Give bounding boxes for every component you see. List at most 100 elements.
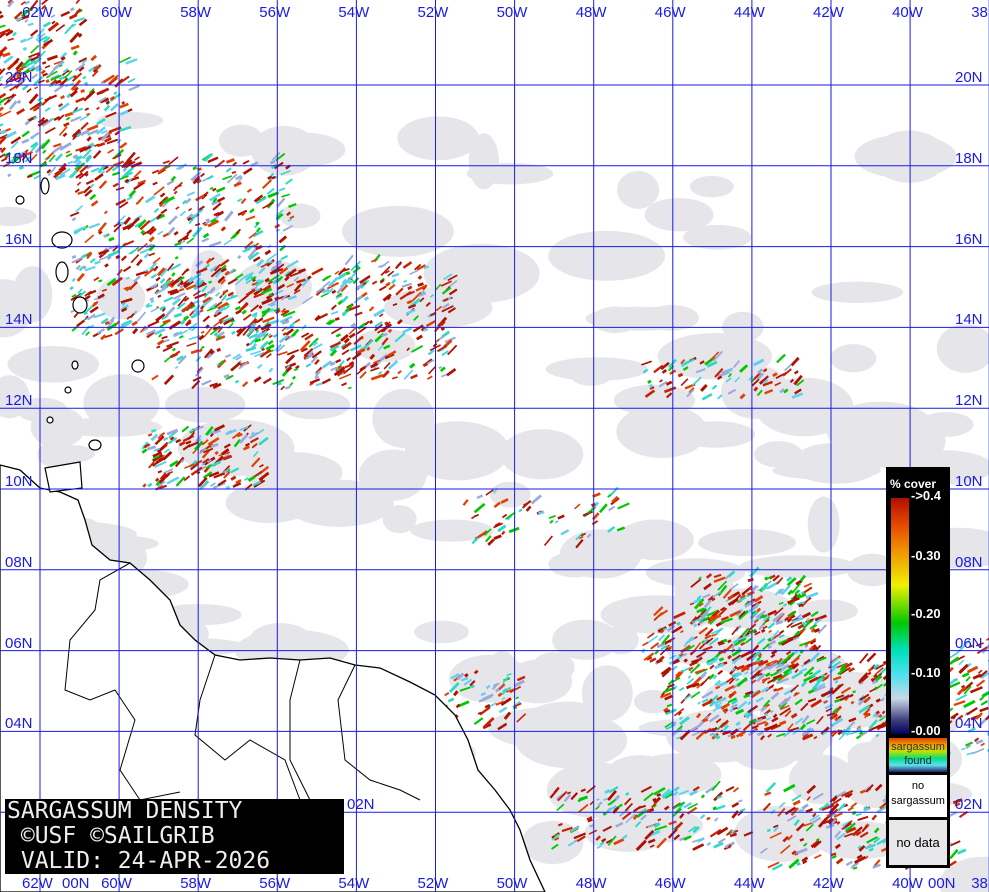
- sargassum-streak: [99, 97, 110, 104]
- sargassum-streak: [440, 326, 446, 331]
- sargassum-streak: [680, 359, 686, 365]
- sargassum-streak: [286, 283, 295, 288]
- sargassum-streak: [252, 229, 264, 238]
- sargassum-streak: [81, 148, 92, 160]
- sargassum-streak: [815, 838, 820, 842]
- longitude-label: 52W: [417, 4, 449, 21]
- sargassum-streak: [673, 708, 685, 717]
- sargassum-streak: [159, 472, 167, 480]
- sargassum-streak: [179, 210, 187, 217]
- sargassum-streak: [58, 126, 68, 136]
- sargassum-streak: [698, 612, 710, 623]
- sargassum-streak: [849, 729, 863, 735]
- sargassum-streak: [321, 360, 333, 369]
- sargassum-streak: [254, 338, 262, 343]
- sargassum-streak: [802, 619, 811, 630]
- sargassum-streak: [836, 832, 846, 841]
- sargassum-streak: [419, 297, 425, 303]
- sargassum-streak: [776, 577, 784, 585]
- sargassum-streak: [0, 146, 7, 154]
- sargassum-streak: [761, 686, 770, 693]
- sargassum-streak: [267, 299, 278, 307]
- sargassum-streak: [598, 503, 608, 514]
- sargassum-streak: [963, 699, 976, 709]
- sargassum-streak: [148, 461, 155, 469]
- sargassum-streak: [677, 711, 682, 716]
- sargassum-streak: [725, 377, 732, 383]
- sargassum-streak: [291, 328, 300, 338]
- sargassum-streak: [350, 322, 357, 329]
- sargassum-streak: [830, 797, 842, 807]
- sargassum-streak: [18, 165, 25, 170]
- sargassum-streak: [204, 223, 208, 227]
- sargassum-streak: [202, 296, 212, 304]
- sargassum-streak: [232, 482, 242, 488]
- sargassum-streak: [679, 653, 684, 657]
- sargassum-streak: [452, 690, 459, 697]
- sargassum-streak: [74, 188, 80, 193]
- sargassum-streak: [473, 669, 479, 675]
- sargassum-streak: [753, 372, 761, 380]
- sargassum-streak: [267, 175, 273, 180]
- sargassum-streak: [696, 607, 705, 614]
- sargassum-streak: [411, 345, 424, 353]
- sargassum-streak: [810, 669, 822, 678]
- sargassum-streak: [285, 328, 294, 336]
- sargassum-streak: [295, 364, 300, 370]
- sargassum-streak: [98, 180, 108, 190]
- sargassum-streak: [78, 170, 89, 180]
- sargassum-streak: [731, 672, 741, 678]
- sargassum-streak: [950, 712, 959, 720]
- sargassum-streak: [0, 112, 3, 116]
- sargassum-streak: [455, 703, 461, 709]
- sargassum-streak: [508, 526, 520, 534]
- sargassum-streak: [209, 187, 214, 190]
- sargassum-streak: [8, 96, 13, 101]
- sargassum-streak: [8, 100, 18, 111]
- sargassum-streak: [843, 825, 850, 831]
- sargassum-streak: [17, 77, 27, 85]
- sargassum-streak: [157, 294, 162, 298]
- sargassum-streak: [80, 121, 89, 130]
- sargassum-streak: [266, 187, 275, 195]
- sargassum-streak: [244, 442, 251, 447]
- sargassum-streak: [443, 297, 449, 302]
- sargassum-streak: [799, 667, 808, 673]
- sargassum-streak: [10, 140, 19, 149]
- sargassum-streak: [727, 367, 734, 374]
- sargassum-streak: [105, 100, 110, 105]
- sargassum-streak: [700, 384, 708, 392]
- sargassum-streak: [801, 856, 809, 863]
- sargassum-streak: [253, 194, 264, 203]
- sargassum-streak: [617, 502, 630, 510]
- sargassum-streak: [348, 332, 356, 339]
- sargassum-streak: [802, 860, 808, 865]
- sargassum-streak: [791, 850, 797, 856]
- sargassum-streak: [285, 364, 291, 370]
- sargassum-streak: [805, 823, 814, 832]
- sargassum-streak: [213, 211, 220, 216]
- sargassum-streak: [717, 370, 731, 378]
- longitude-label: 48W: [575, 875, 607, 892]
- sargassum-streak: [657, 626, 662, 632]
- sargassum-streak: [112, 154, 122, 160]
- sargassum-streak: [331, 289, 337, 295]
- sargassum-streak: [223, 304, 230, 311]
- sargassum-streak: [314, 358, 320, 365]
- sargassum-streak: [702, 593, 711, 599]
- sargassum-streak: [291, 375, 297, 380]
- no-data-patch: [617, 170, 660, 209]
- sargassum-streak: [16, 99, 22, 105]
- no-data-patch: [397, 116, 479, 161]
- sargassum-streak: [323, 274, 332, 281]
- sargassum-streak: [195, 260, 204, 268]
- no-data-patch: [279, 203, 321, 229]
- sargassum-streak: [146, 304, 153, 308]
- sargassum-streak: [280, 310, 290, 316]
- sargassum-streak: [949, 848, 959, 860]
- sargassum-streak: [813, 735, 818, 740]
- sargassum-streak: [751, 584, 758, 592]
- sargassum-streak: [275, 228, 281, 232]
- sargassum-streak: [847, 806, 854, 812]
